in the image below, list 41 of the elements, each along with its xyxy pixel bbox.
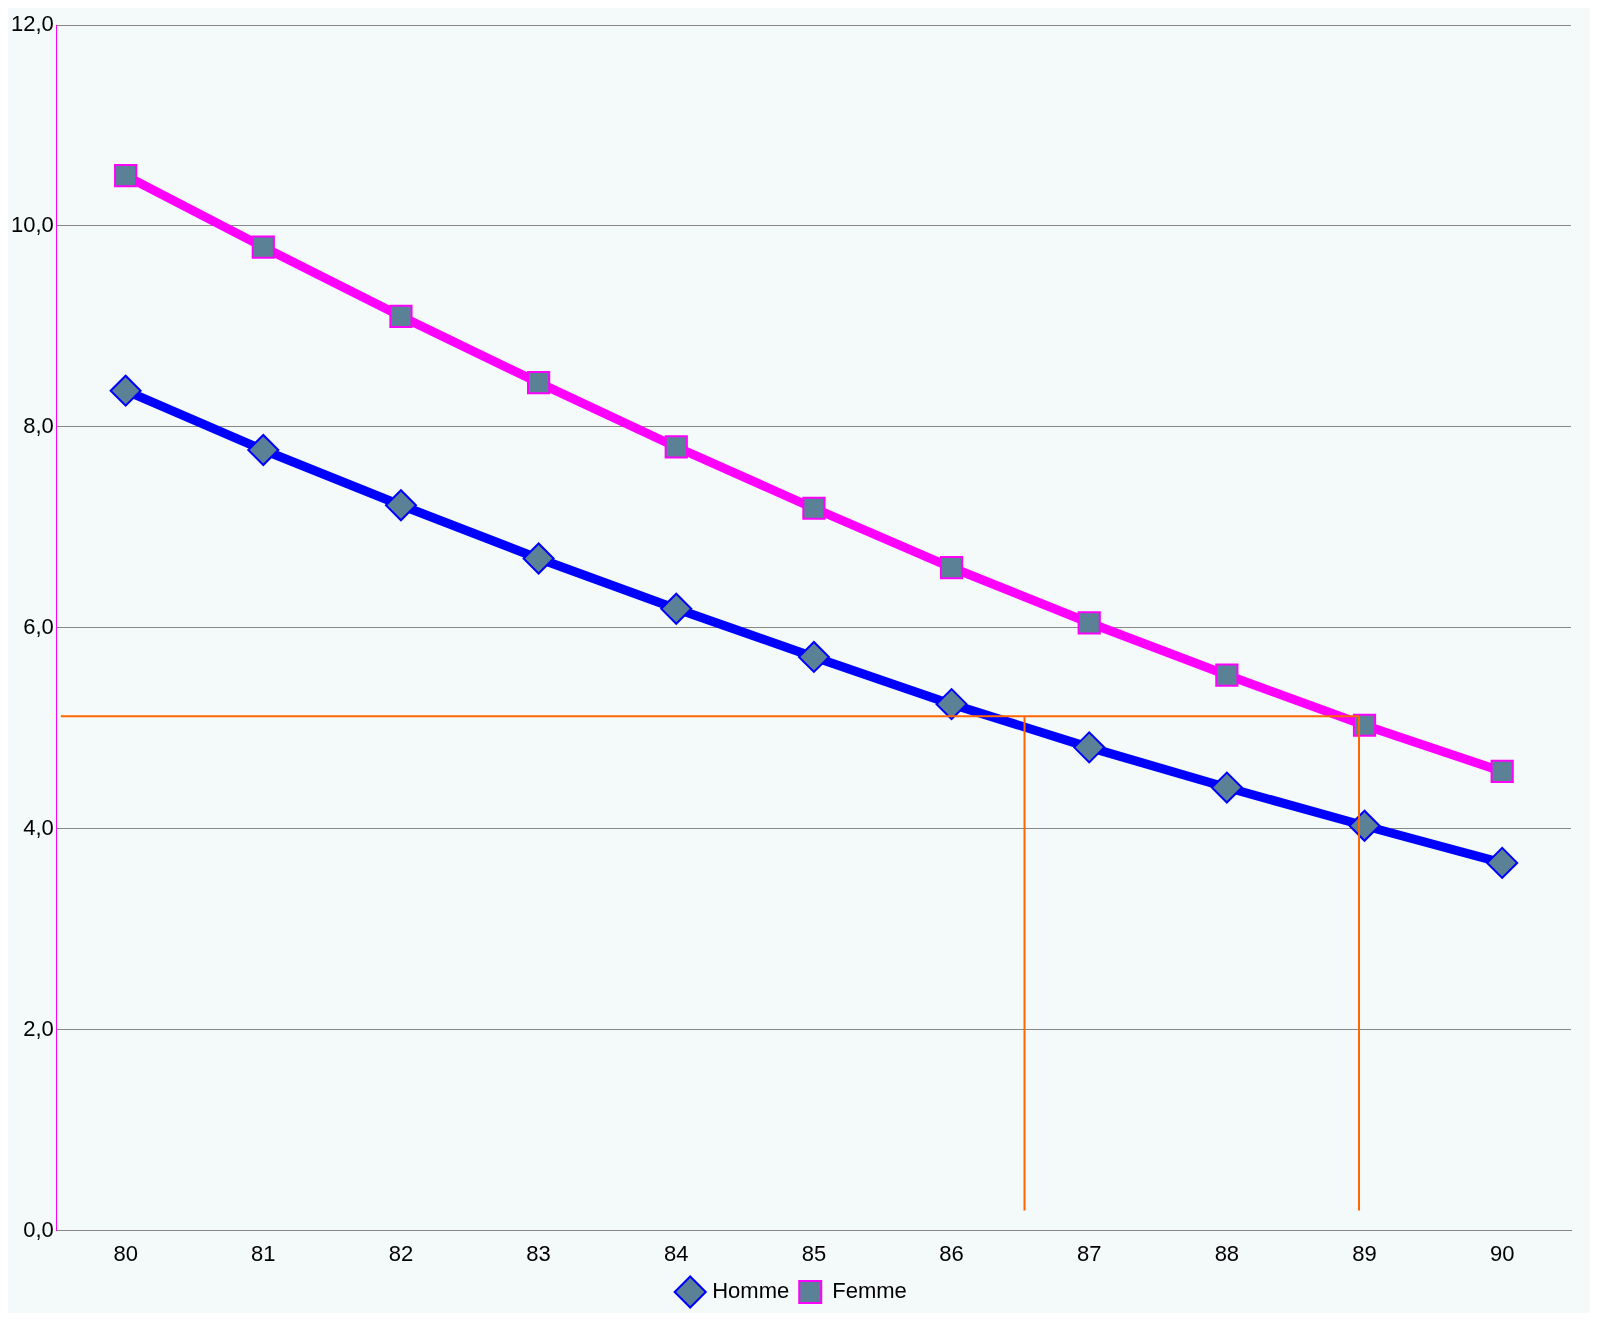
y-tick-label: 0,0 — [23, 1216, 54, 1242]
point — [1486, 846, 1519, 879]
x-tick-label: 82 — [388, 1240, 414, 1266]
point — [935, 688, 968, 721]
y-tick-label: 2,0 — [23, 1015, 54, 1041]
point — [939, 555, 964, 580]
y-tick-label: 6,0 — [23, 613, 54, 639]
x-tick-label: 88 — [1214, 1240, 1240, 1266]
point — [109, 374, 142, 407]
x-tick-label: 83 — [526, 1240, 551, 1266]
y-tick-label: 4,0 — [23, 814, 54, 840]
x-tick-label: 85 — [801, 1240, 827, 1266]
point — [1077, 611, 1101, 635]
point — [797, 640, 830, 673]
x-tick-label: 90 — [1489, 1240, 1515, 1266]
y-tick-label: 10,0 — [10, 212, 54, 237]
point — [1073, 731, 1106, 764]
point — [664, 435, 688, 459]
legend-label: Homme — [712, 1278, 790, 1304]
x-tick-label: 86 — [939, 1240, 964, 1266]
legend-label: Femme — [832, 1278, 907, 1304]
point — [114, 164, 138, 188]
x-tick-label: 81 — [251, 1240, 276, 1266]
point — [251, 235, 275, 259]
point — [527, 371, 551, 395]
x-tick-label: 87 — [1076, 1240, 1102, 1266]
y-tick-label: 8,0 — [23, 412, 54, 438]
point — [1215, 663, 1239, 687]
point — [802, 496, 826, 520]
point — [247, 433, 280, 466]
point — [1210, 771, 1243, 804]
point — [384, 489, 417, 522]
point — [522, 542, 555, 575]
point — [660, 592, 693, 625]
x-tick-label: 89 — [1352, 1240, 1377, 1266]
point — [1490, 759, 1514, 784]
x-tick-label: 80 — [113, 1240, 138, 1266]
point — [1348, 809, 1381, 842]
point — [389, 304, 413, 328]
y-tick-label: 12,0 — [10, 11, 54, 37]
x-tick-label: 84 — [664, 1240, 689, 1266]
